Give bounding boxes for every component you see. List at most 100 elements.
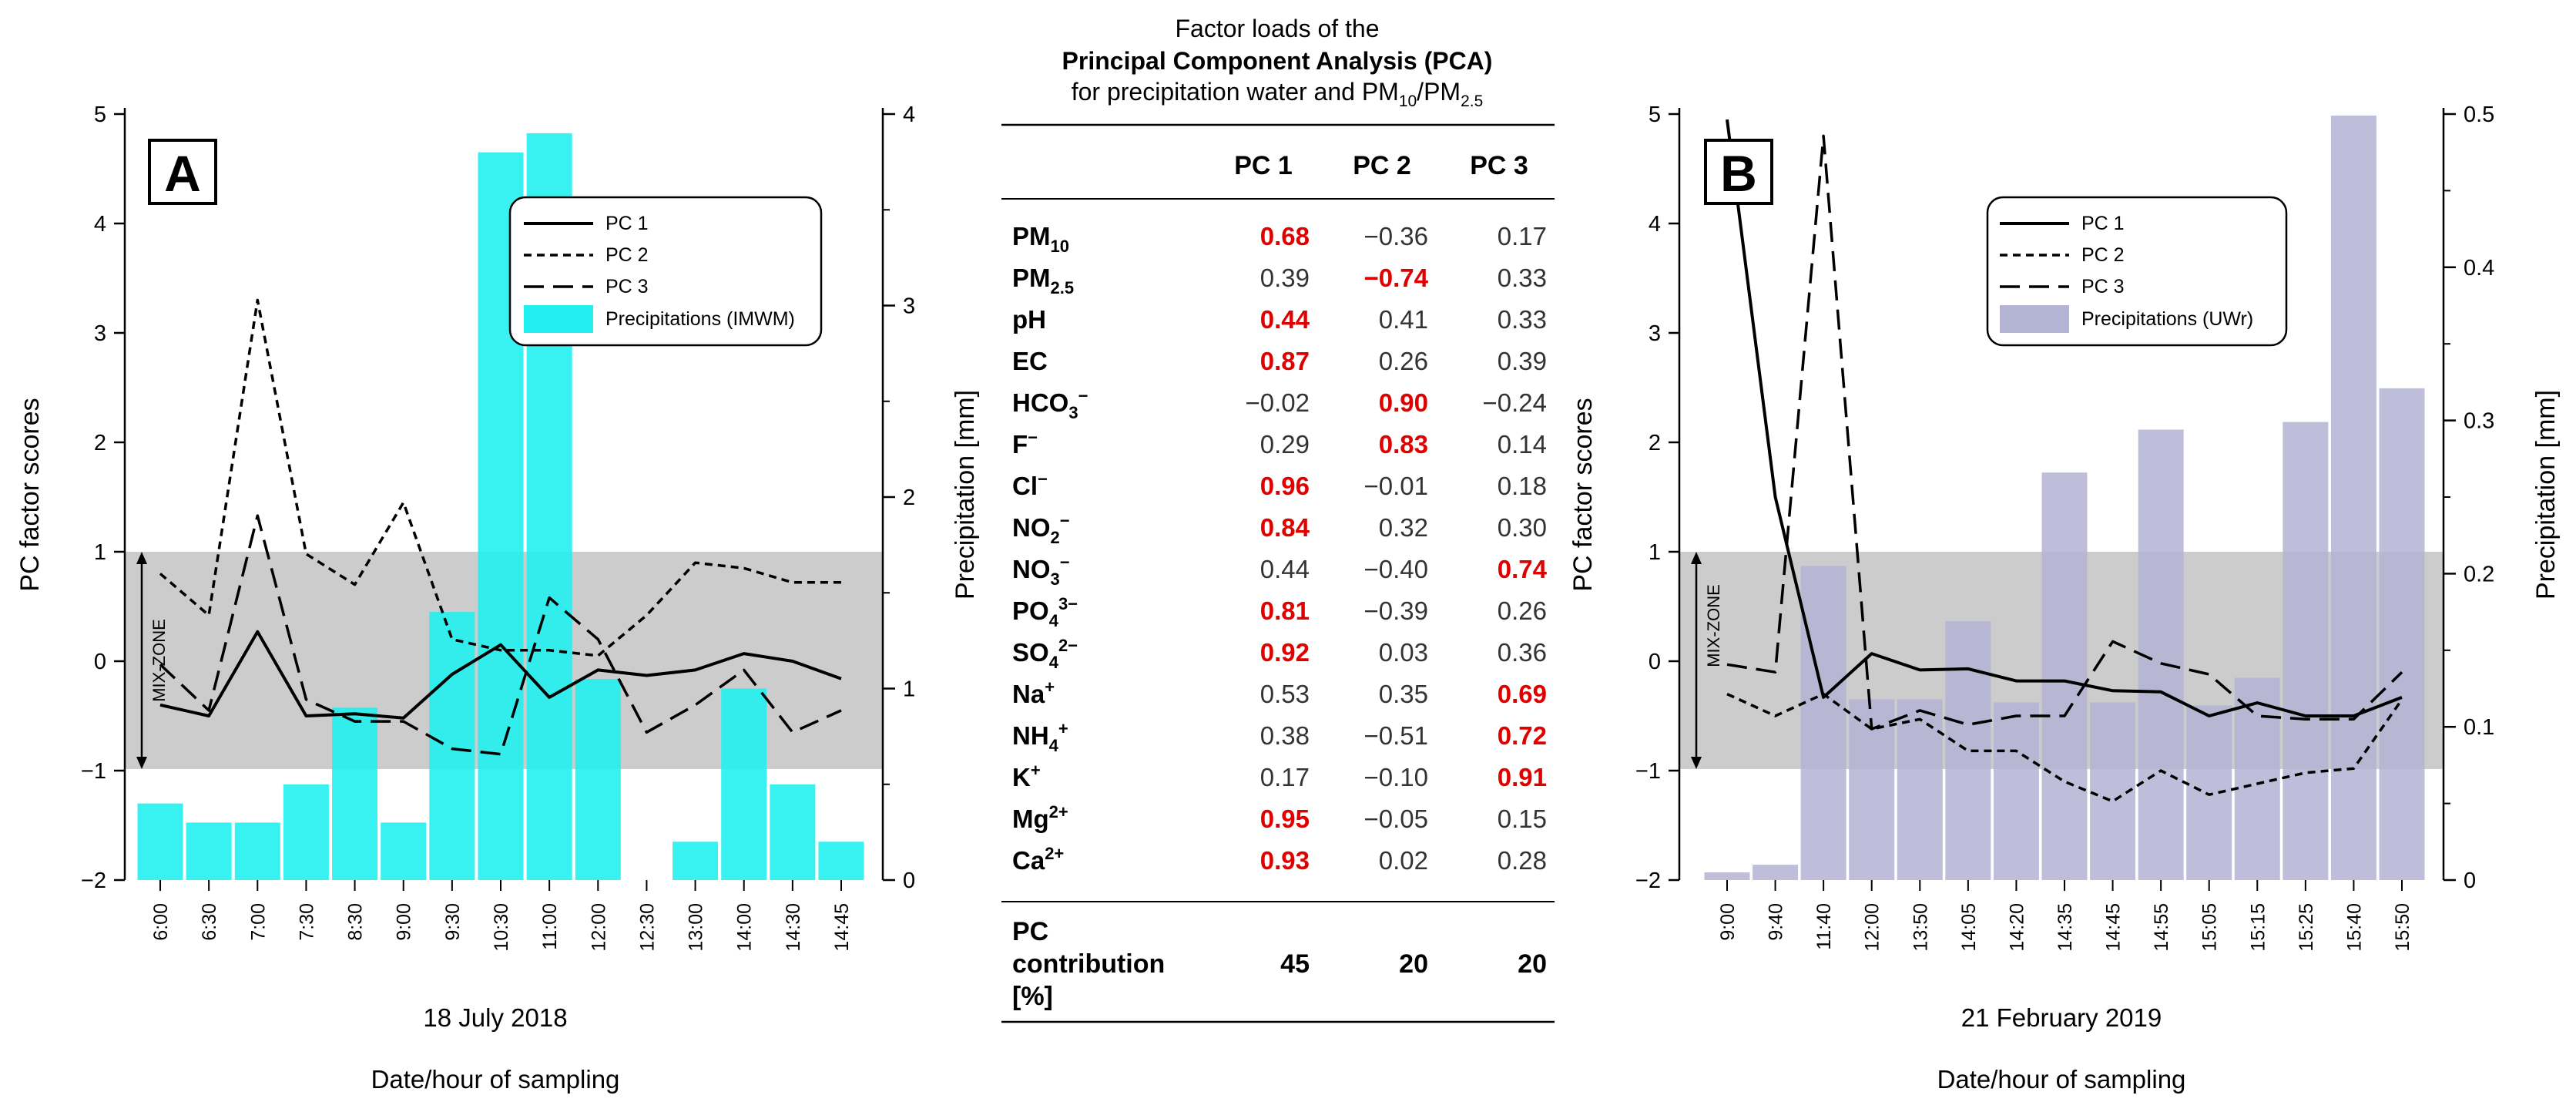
precipitation-bar — [283, 784, 329, 880]
left-tick-label: 1 — [94, 540, 106, 565]
legend: PC 1 PC 2 PC 3 Precipitations (IMWM) — [508, 196, 823, 347]
row-value-pc3: −0.24 — [1483, 388, 1548, 417]
row-label-base: SO — [1012, 638, 1049, 667]
series-line-pc3 — [159, 514, 842, 756]
x-tick-label: 15:40 — [2343, 903, 2365, 952]
legend-pc2-label: PC 2 — [2081, 244, 2125, 266]
row-value-pc1: 0.17 — [1260, 763, 1310, 791]
precipitation-bar — [721, 688, 767, 880]
row-label-sub: 3 — [1068, 403, 1078, 422]
date-label: 21 February 2019 — [1961, 1003, 2162, 1032]
precipitation-bar — [1945, 621, 1991, 880]
precipitation-bar — [2379, 388, 2425, 880]
row-value-pc3: 0.91 — [1498, 763, 1547, 791]
table-title-line2: Principal Component Analysis (PCA) — [1062, 47, 1493, 75]
left-tick-label: −2 — [81, 868, 106, 893]
left-tick-label: 2 — [1649, 431, 1661, 455]
x-tick-label: 6:30 — [199, 903, 220, 941]
row-value-pc1: 0.39 — [1260, 264, 1310, 292]
x-tick-label: 14:05 — [1958, 903, 1980, 952]
x-tick-label: 13:50 — [1910, 903, 1931, 952]
row-value-pc1: 0.53 — [1260, 680, 1310, 708]
right-tick-label: 0.1 — [2464, 715, 2494, 740]
row-label-base: Mg — [1012, 805, 1049, 833]
row-label-sup: − — [1038, 469, 1048, 489]
row-label-sub: 4 — [1049, 653, 1059, 672]
row-value-pc1: 0.29 — [1260, 430, 1310, 459]
precipitation-bar — [234, 822, 280, 880]
table-row: Ca2+ 0.93 0.02 0.28 — [1012, 844, 1547, 875]
row-label-base: K — [1012, 763, 1031, 791]
precipitation-bar — [1800, 566, 1846, 880]
right-tick-label: 0.2 — [2464, 562, 2494, 586]
table-row: Mg2+ 0.95 −0.05 0.15 — [1012, 802, 1547, 833]
series-line-pc1 — [1726, 119, 2403, 717]
panel-label-box — [1704, 139, 1773, 205]
left-axis-label: PC factor scores — [15, 398, 45, 591]
x-tick-label: 9:00 — [394, 903, 415, 941]
row-value-pc3: 0.36 — [1498, 638, 1547, 667]
left-tick-label: 3 — [94, 321, 106, 346]
row-label: NO2− — [1012, 511, 1070, 547]
row-label: PM10 — [1012, 222, 1069, 256]
row-value-pc2: −0.10 — [1364, 763, 1429, 791]
panel-a-chart: 5 4 3 2 1 0 −1 −2 4 3 2 1 0 6:00 6:30 7:00 7:30 8:30 9:0… — [15, 102, 980, 1094]
row-value-pc2: 0.02 — [1379, 846, 1428, 875]
x-tick-label: 14:45 — [831, 903, 853, 952]
precipitation-bars — [1704, 115, 2425, 880]
x-tick-label: 14:30 — [783, 903, 804, 952]
legend-precip-swatch — [524, 305, 593, 333]
contribution-label-1: PC — [1012, 917, 1048, 946]
x-tick-label: 11:40 — [1813, 903, 1835, 950]
row-label-sup: − — [1078, 386, 1088, 405]
row-label-base: F — [1012, 430, 1028, 459]
precipitation-bar — [575, 679, 621, 880]
row-value-pc2: 0.41 — [1379, 305, 1428, 334]
right-tick-label: 0.3 — [2464, 409, 2494, 434]
row-value-pc1: 0.38 — [1260, 721, 1310, 750]
x-tick-label: 14:00 — [734, 903, 756, 952]
contribution-pc2: 20 — [1399, 949, 1428, 979]
row-label-base: PM — [1012, 222, 1051, 250]
left-tick-label: −2 — [1635, 868, 1661, 893]
row-label-base: NO — [1012, 555, 1051, 583]
series-line-pc1 — [159, 630, 842, 720]
x-tick-label: 9:30 — [442, 903, 464, 941]
table-title-line3: for precipitation water and PM10/PM2.5 — [1072, 78, 1484, 110]
row-value-pc2: −0.51 — [1364, 721, 1429, 750]
row-label: EC — [1012, 347, 1048, 375]
left-tick-label: 2 — [94, 431, 106, 455]
mix-zone-label: MIX-ZONE — [1704, 584, 1723, 667]
legend-precip-label: Precipitations (IMWM) — [605, 308, 795, 330]
table-row: NO2− 0.84 0.32 0.30 — [1012, 511, 1547, 547]
row-label-base: pH — [1012, 305, 1046, 334]
header-pc1: PC 1 — [1234, 151, 1293, 180]
x-tick-label: 15:15 — [2247, 903, 2269, 952]
precipitation-bar — [381, 822, 427, 880]
x-tick-label: 15:50 — [2392, 903, 2413, 952]
row-value-pc1: 0.81 — [1260, 596, 1310, 625]
row-value-pc1: −0.02 — [1246, 388, 1310, 417]
precipitation-bar — [332, 707, 378, 880]
row-label-sup: + — [1031, 761, 1041, 780]
right-tick-label: 0 — [903, 868, 915, 893]
row-value-pc2: 0.32 — [1379, 513, 1428, 542]
precipitation-bar — [1753, 865, 1799, 880]
panel-label: A — [164, 145, 201, 202]
row-value-pc3: 0.15 — [1498, 805, 1547, 833]
table-row: EC 0.87 0.26 0.39 — [1012, 347, 1547, 375]
x-tick-label: 13:00 — [686, 903, 707, 952]
row-value-pc1: 0.96 — [1260, 472, 1310, 500]
row-value-pc1: 0.84 — [1260, 513, 1310, 542]
x-tick-label: 14:45 — [2103, 903, 2125, 952]
row-label: F− — [1012, 428, 1038, 459]
panel-b-chart: 5 4 3 2 1 0 −1 −2 0.5 0.4 0.3 0.2 0.1 0 9:00 9:40 11:4… — [1568, 102, 2561, 1094]
x-tick-label: 10:30 — [491, 903, 512, 952]
x-axis-label: Date/hour of sampling — [371, 1065, 620, 1094]
x-tick-label: 8:30 — [345, 903, 367, 941]
row-label-sup: + — [1058, 719, 1068, 738]
row-value-pc3: 0.72 — [1498, 721, 1547, 750]
precipitation-bar — [1897, 699, 1943, 880]
date-label: 18 July 2018 — [423, 1003, 567, 1032]
